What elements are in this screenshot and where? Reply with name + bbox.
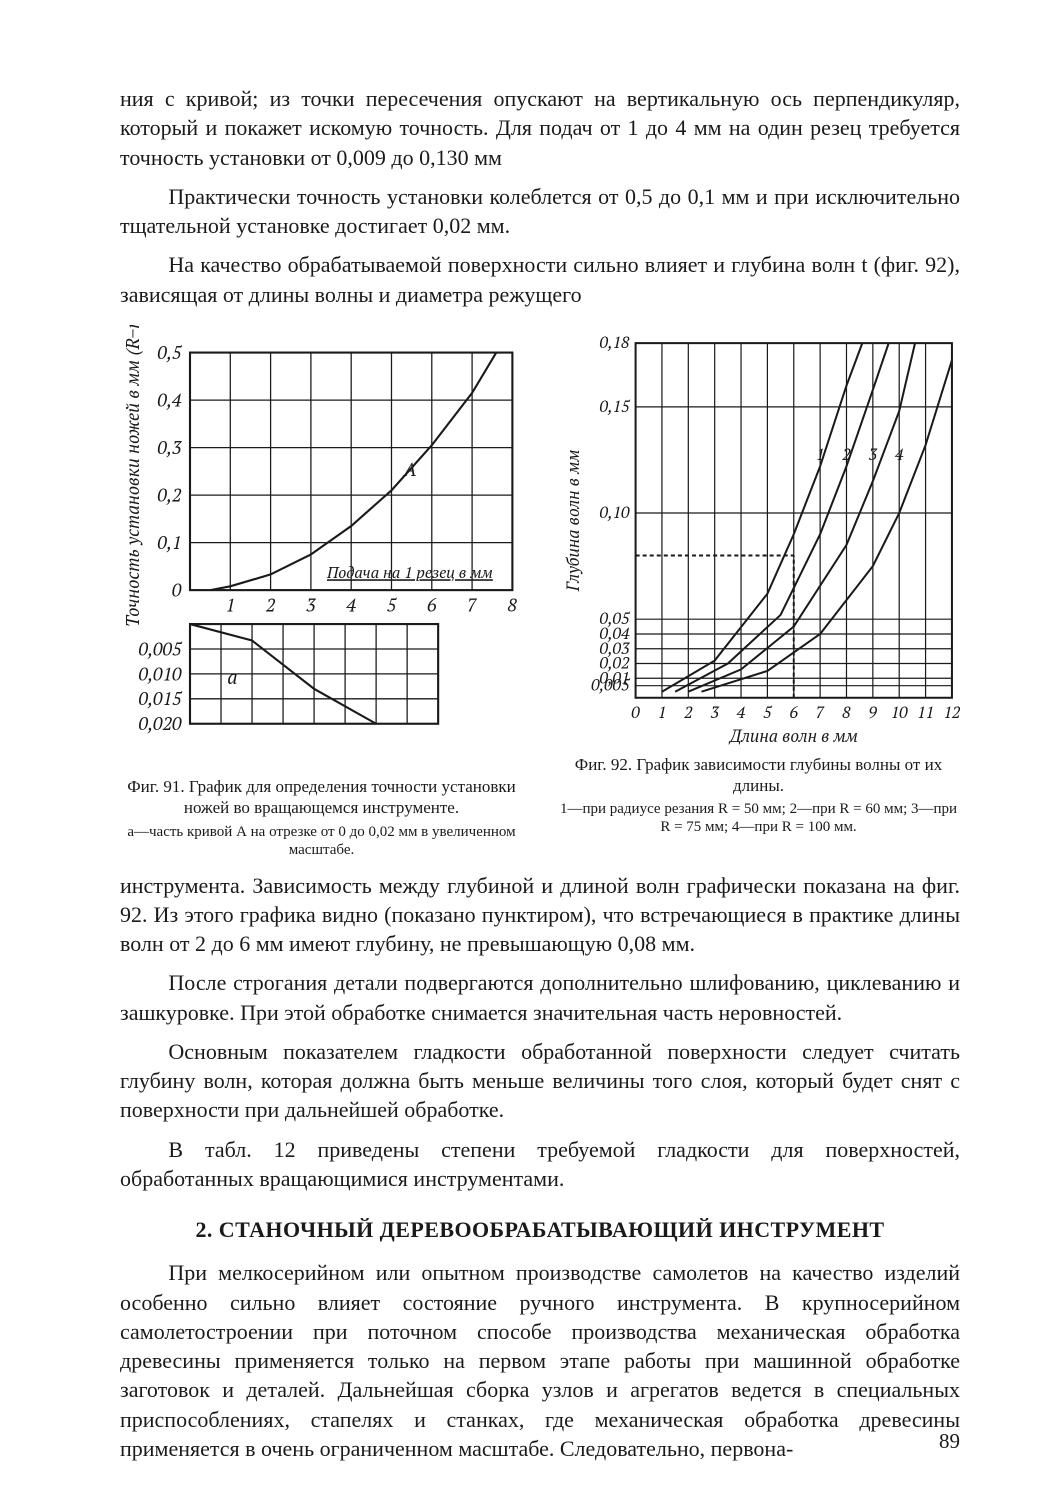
figure-92: 12340,180,150,100,050,040,030,020,010,00…: [557, 325, 960, 837]
svg-text:Длина волн в мм: Длина волн в мм: [729, 724, 858, 747]
svg-text:0,010: 0,010: [139, 662, 182, 686]
page-number: 89: [939, 1428, 960, 1456]
svg-text:9: 9: [869, 701, 878, 723]
svg-text:3: 3: [306, 593, 316, 617]
figure-91-caption: Фиг. 91. График для определения точности…: [120, 776, 523, 819]
svg-text:1: 1: [816, 443, 824, 465]
scanned-page: ния с кривой; из точки пересечения опуск…: [0, 0, 1050, 1500]
svg-text:0: 0: [631, 701, 640, 723]
svg-text:2: 2: [683, 701, 693, 723]
svg-text:0,1: 0,1: [158, 531, 182, 555]
svg-text:12: 12: [943, 701, 960, 723]
paragraph-1: ния с кривой; из точки пересечения опуск…: [120, 84, 960, 172]
svg-text:а: а: [227, 665, 237, 690]
figure-92-svg: 12340,180,150,100,050,040,030,020,010,00…: [557, 325, 960, 748]
figure-92-subcaption: 1—при радиусе резания R = 50 мм; 2—при R…: [557, 800, 960, 836]
svg-text:0,4: 0,4: [158, 388, 183, 412]
paragraph-5: После строгания детали подвергаются допо…: [120, 968, 960, 1027]
svg-text:0,3: 0,3: [158, 436, 183, 460]
paragraph-4: инструмента. Зависимость между глубиной …: [120, 871, 960, 959]
figure-91-subcaption: а—часть кривой А на отрезке от 0 до 0,02…: [120, 823, 523, 859]
svg-text:6: 6: [790, 701, 799, 723]
paragraph-6: Основным показателем гладкости обработан…: [120, 1037, 960, 1125]
svg-text:0,10: 0,10: [600, 501, 630, 523]
paragraph-8: При мелкосерийном или опытном производст…: [120, 1258, 960, 1463]
svg-text:4: 4: [345, 593, 356, 617]
figure-row: 0,50,40,30,20,100,0050,0100,0150,0201234…: [120, 325, 960, 859]
svg-text:0,15: 0,15: [600, 395, 631, 417]
svg-text:0,020: 0,020: [139, 712, 182, 736]
svg-text:8: 8: [508, 593, 518, 617]
svg-text:0,18: 0,18: [600, 331, 630, 353]
paragraph-3: На качество обрабатываемой поверхности с…: [120, 250, 960, 309]
svg-text:4: 4: [736, 701, 746, 723]
svg-text:7: 7: [467, 593, 477, 617]
svg-text:11: 11: [917, 701, 934, 723]
svg-text:5: 5: [763, 701, 773, 723]
svg-text:3: 3: [710, 701, 719, 723]
section-heading: 2. СТАНОЧНЫЙ ДЕРЕВООБРАБАТЫВАЮЩИЙ ИНСТРУ…: [120, 1215, 960, 1244]
svg-text:0,005: 0,005: [139, 637, 183, 661]
paragraph-7: В табл. 12 приведены степени требуемой г…: [120, 1135, 960, 1194]
svg-text:0,2: 0,2: [158, 483, 183, 507]
svg-text:7: 7: [816, 701, 825, 723]
svg-text:2: 2: [265, 593, 276, 617]
svg-text:3: 3: [869, 443, 878, 465]
svg-text:10: 10: [891, 701, 908, 723]
svg-text:0,5: 0,5: [158, 341, 184, 365]
svg-text:4: 4: [894, 443, 904, 465]
svg-text:Глубина волн в мм: Глубина волн в мм: [561, 449, 584, 592]
figure-91: 0,5 0,4 0,3 0,2 0,1 0 0,0050,0100,0150,020 1 2 3 4…: [120, 325, 523, 859]
svg-text:Подача на 1 резец в мм: Подача на 1 резец в мм: [326, 561, 493, 583]
paragraph-2: Практически точность установки колеблетс…: [120, 182, 960, 241]
svg-text:Точность установки ножей в мм: Точность установки ножей в мм (R−r): [121, 325, 145, 627]
svg-text:0,015: 0,015: [139, 687, 183, 711]
svg-text:6: 6: [427, 593, 437, 617]
svg-text:0: 0: [172, 578, 182, 602]
figure-91-svg: 0,5 0,4 0,3 0,2 0,1 0 0,0050,0100,0150,020 1 2 3 4…: [120, 325, 523, 770]
svg-text:0,005: 0,005: [591, 673, 631, 695]
svg-text:1: 1: [658, 701, 666, 723]
svg-text:1: 1: [226, 593, 235, 617]
svg-text:8: 8: [842, 701, 851, 723]
figure-92-caption: Фиг. 92. График зависимости глубины волн…: [557, 754, 960, 797]
svg-text:5: 5: [387, 593, 398, 617]
